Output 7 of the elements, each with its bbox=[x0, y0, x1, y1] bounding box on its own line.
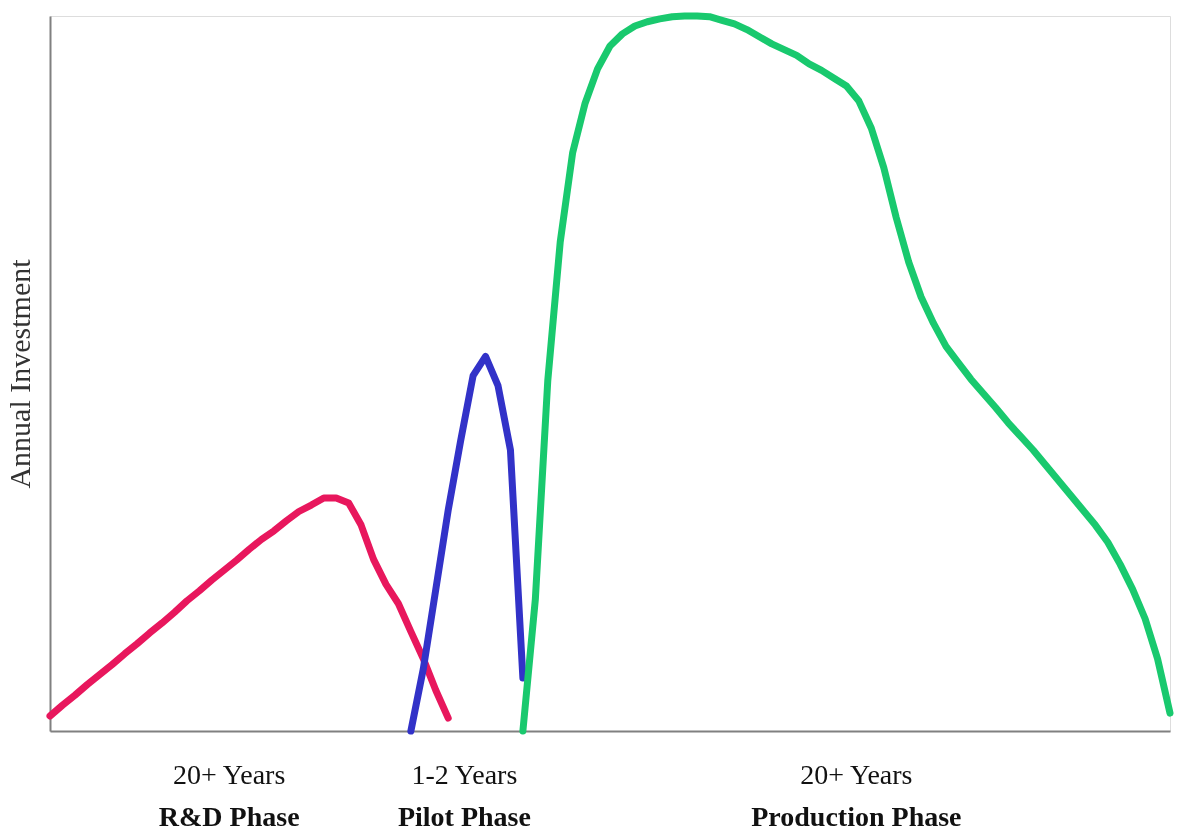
text: 20+ Years bbox=[173, 759, 286, 790]
text: Production Phase bbox=[751, 801, 962, 832]
text: Pilot Phase bbox=[397, 801, 531, 832]
y-axis-title: Annual Investment bbox=[2, 258, 36, 489]
text: 20+ Years bbox=[800, 759, 913, 790]
text: 1-2 Years bbox=[411, 759, 518, 790]
text: R&D Phase bbox=[158, 801, 300, 832]
